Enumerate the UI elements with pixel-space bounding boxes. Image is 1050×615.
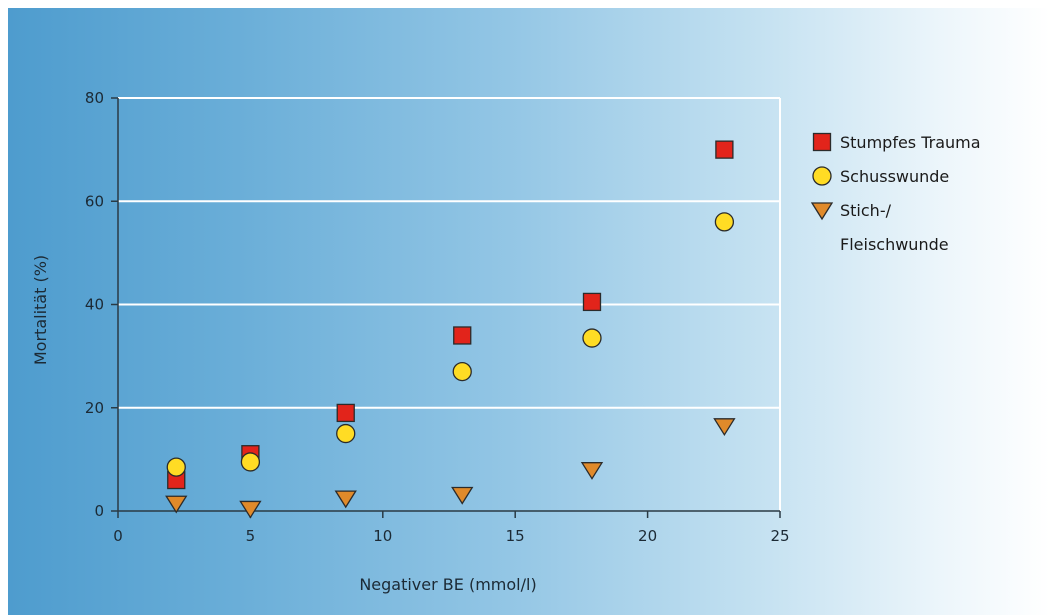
axes bbox=[111, 97, 781, 518]
circle-point-3 bbox=[336, 423, 356, 444]
square-point-5 bbox=[582, 292, 602, 312]
tick-labels: 0 20 40 60 80 0 5 10 15 20 25 bbox=[85, 89, 790, 545]
triangle-point-4 bbox=[451, 486, 474, 505]
legend: Stumpfes Trauma Schusswunde Stich-/ Fleisch… bbox=[810, 132, 981, 254]
y-tick-label-3: 60 bbox=[85, 192, 104, 210]
legend-square-swatch bbox=[812, 132, 832, 152]
legend-label-3-line-1: Stich-/ bbox=[840, 201, 892, 220]
x-axis-title: Negativer BE (mmol/l) bbox=[359, 575, 536, 594]
circle-point-4 bbox=[452, 361, 472, 382]
y-axis-title: Mortalität (%) bbox=[31, 255, 50, 365]
x-tick-label-5: 25 bbox=[770, 527, 789, 545]
triangle-point-2 bbox=[239, 500, 262, 519]
y-tick-label-2: 40 bbox=[85, 296, 104, 314]
x-tick-label-2: 10 bbox=[373, 527, 392, 545]
x-tick-label-3: 15 bbox=[506, 527, 525, 545]
chart-panel: 0 20 40 60 80 0 5 10 15 20 25 Stumpfes Trauma Schus… bbox=[8, 8, 1050, 615]
square-point-4 bbox=[453, 326, 472, 345]
x-tick-label-0: 0 bbox=[113, 527, 123, 545]
circle-point-6 bbox=[714, 212, 735, 232]
y-tick-label-1: 20 bbox=[85, 399, 104, 417]
triangle-point-1 bbox=[165, 495, 188, 514]
legend-triangle-swatch bbox=[810, 202, 834, 221]
x-tick-label-4: 20 bbox=[638, 527, 657, 545]
legend-circle-swatch bbox=[812, 166, 832, 186]
legend-label-3-line-2: Fleischwunde bbox=[840, 235, 949, 254]
legend-label-2: Schusswunde bbox=[840, 167, 949, 186]
legend-label-1: Stumpfes Trauma bbox=[840, 133, 981, 152]
triangle-point-3 bbox=[334, 490, 357, 509]
square-point-3 bbox=[336, 403, 355, 423]
circle-point-1 bbox=[166, 457, 186, 477]
data-markers bbox=[165, 140, 736, 519]
y-tick-label-0: 0 bbox=[94, 502, 104, 520]
circle-point-2 bbox=[240, 452, 261, 472]
x-tick-label-1: 5 bbox=[246, 527, 256, 545]
triangle-point-5 bbox=[580, 462, 604, 480]
circle-point-5 bbox=[582, 328, 602, 348]
triangle-point-6 bbox=[713, 418, 736, 437]
y-tick-label-4: 80 bbox=[85, 89, 104, 107]
square-point-6 bbox=[715, 140, 734, 159]
gridlines bbox=[118, 97, 781, 511]
scatter-chart: 0 20 40 60 80 0 5 10 15 20 25 Stumpfes Trauma Schus… bbox=[31, 89, 981, 594]
